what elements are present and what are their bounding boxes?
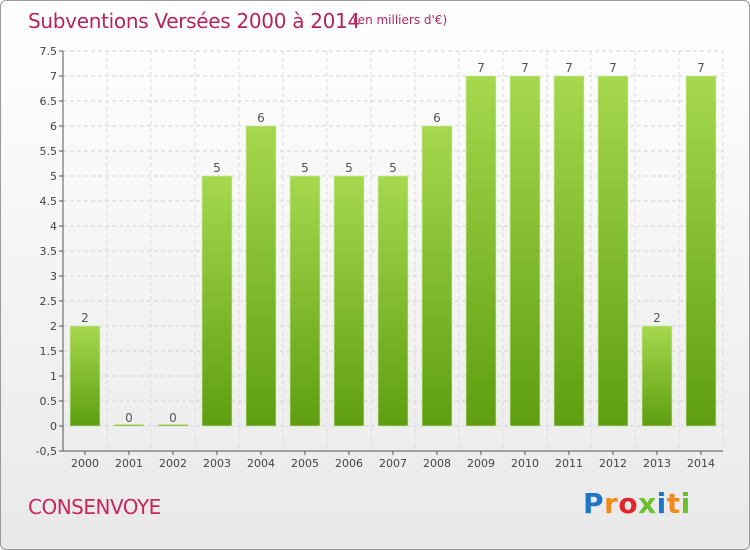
x-tick-label: 2006 bbox=[335, 457, 363, 470]
data-label: 7 bbox=[521, 61, 529, 75]
proxiti-logo: Proxiti bbox=[583, 487, 691, 520]
x-tick-label: 2014 bbox=[687, 457, 715, 470]
data-label: 6 bbox=[257, 111, 265, 125]
y-tick-label: 5 bbox=[50, 170, 57, 183]
y-tick-label: 3 bbox=[50, 270, 57, 283]
bar-2011 bbox=[553, 75, 585, 427]
x-tick-label: 2001 bbox=[115, 457, 143, 470]
x-tick-label: 2000 bbox=[71, 457, 99, 470]
x-tick-label: 2003 bbox=[203, 457, 231, 470]
y-tick-label: 4.5 bbox=[40, 195, 58, 208]
bar-2009 bbox=[465, 75, 497, 427]
y-tick-label: 3.5 bbox=[40, 245, 58, 258]
bar-2014 bbox=[685, 75, 717, 427]
y-tick-label: 4 bbox=[50, 220, 57, 233]
logo-letter: r bbox=[604, 487, 619, 520]
data-label: 7 bbox=[609, 61, 617, 75]
y-tick-label: 0.5 bbox=[40, 395, 58, 408]
data-label: 0 bbox=[169, 411, 177, 425]
data-label: 7 bbox=[697, 61, 705, 75]
x-tick-label: 2008 bbox=[423, 457, 451, 470]
data-label: 2 bbox=[81, 311, 89, 325]
data-label: 5 bbox=[389, 161, 397, 175]
logo-letter: x bbox=[638, 487, 657, 520]
chart-subtitle: (en milliers d'€) bbox=[353, 13, 448, 27]
y-tick-label: 7 bbox=[50, 70, 57, 83]
y-tick-label: 1 bbox=[50, 370, 57, 383]
axes: -0,5 0 0.5 1 1.5 2 2.5 3 3.5 4 4.5 5 5.5 6 6.5 7 7.5 bbox=[36, 45, 723, 458]
bar-2008 bbox=[421, 125, 453, 427]
bar-2013 bbox=[641, 325, 673, 427]
bars bbox=[69, 75, 717, 427]
x-tick-label: 2012 bbox=[599, 457, 627, 470]
bar-2005 bbox=[289, 175, 321, 427]
logo-letter: o bbox=[618, 487, 639, 520]
logo-letter: P bbox=[583, 487, 605, 520]
bar-2002 bbox=[157, 424, 189, 427]
x-tick-label: 2009 bbox=[467, 457, 495, 470]
data-label: 0 bbox=[125, 411, 133, 425]
data-label: 5 bbox=[301, 161, 309, 175]
data-label: 5 bbox=[213, 161, 221, 175]
data-label: 2 bbox=[653, 311, 661, 325]
x-tick-label: 2002 bbox=[159, 457, 187, 470]
commune-name: CONSENVOYE bbox=[28, 495, 161, 519]
bar-2007 bbox=[377, 175, 409, 427]
x-tick-label: 2007 bbox=[379, 457, 407, 470]
x-tick-label: 2010 bbox=[511, 457, 539, 470]
bar-2000 bbox=[69, 325, 101, 427]
y-tick-label: 2.5 bbox=[40, 295, 58, 308]
y-tick-label: 1.5 bbox=[40, 345, 58, 358]
data-label: 5 bbox=[345, 161, 353, 175]
bar-2006 bbox=[333, 175, 365, 427]
x-tick-label: 2013 bbox=[643, 457, 671, 470]
x-tick-label: 2011 bbox=[555, 457, 583, 470]
bar-2010 bbox=[509, 75, 541, 427]
chart-title: Subventions Versées 2000 à 2014 bbox=[28, 9, 360, 33]
y-tick-label: 6 bbox=[50, 120, 57, 133]
bar-2004 bbox=[245, 125, 277, 427]
logo-letter: t bbox=[666, 487, 681, 520]
bar-2001 bbox=[113, 424, 145, 427]
data-label: 6 bbox=[433, 111, 441, 125]
logo-letter: i bbox=[656, 487, 667, 520]
logo-letter: i bbox=[680, 487, 691, 520]
data-label: 7 bbox=[565, 61, 573, 75]
bar-2003 bbox=[201, 175, 233, 427]
y-tick-label: 5.5 bbox=[40, 145, 58, 158]
bar-2012 bbox=[597, 75, 629, 427]
y-tick-label: 2 bbox=[50, 320, 57, 333]
y-tick-label: -0,5 bbox=[36, 445, 57, 458]
y-tick-label: 7.5 bbox=[40, 45, 58, 58]
y-tick-label: 0 bbox=[50, 420, 57, 433]
data-label: 7 bbox=[477, 61, 485, 75]
x-tick-label: 2005 bbox=[291, 457, 319, 470]
labels: 2 2000 0 2001 0 2002 5 2003 6 2004 5 2005 5 2006 5 2007… bbox=[71, 61, 715, 470]
x-tick-label: 2004 bbox=[247, 457, 275, 470]
y-tick-label: 6.5 bbox=[40, 95, 58, 108]
